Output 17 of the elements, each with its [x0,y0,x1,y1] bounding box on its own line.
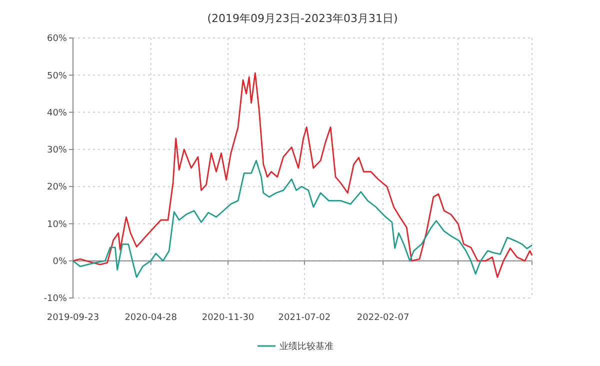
y-tick-label: 0% [52,257,68,268]
chart-title: (2019年09月23日-2023年03月31日) [207,12,398,25]
y-tick-label: 40% [46,108,68,118]
x-tick-label: 2020-11-30 [202,313,254,323]
line-series [72,160,533,278]
x-tick-label: 2021-07-02 [278,313,331,323]
y-tick-label: 60% [46,34,68,44]
y-tick-label: 10% [46,220,68,230]
y-tick-label: 50% [46,71,68,82]
y-tick-label: 30% [46,146,68,156]
y-tick-label: -10% [44,294,68,304]
y-tick-label: 20% [46,182,68,193]
legend-label: 业绩比较基准 [280,341,334,352]
line-series [72,72,533,278]
x-tick-label: 2019-09-23 [46,313,100,323]
x-tick-label: 2020-04-28 [124,313,178,323]
x-tick-label: 2022-02-07 [356,313,410,323]
